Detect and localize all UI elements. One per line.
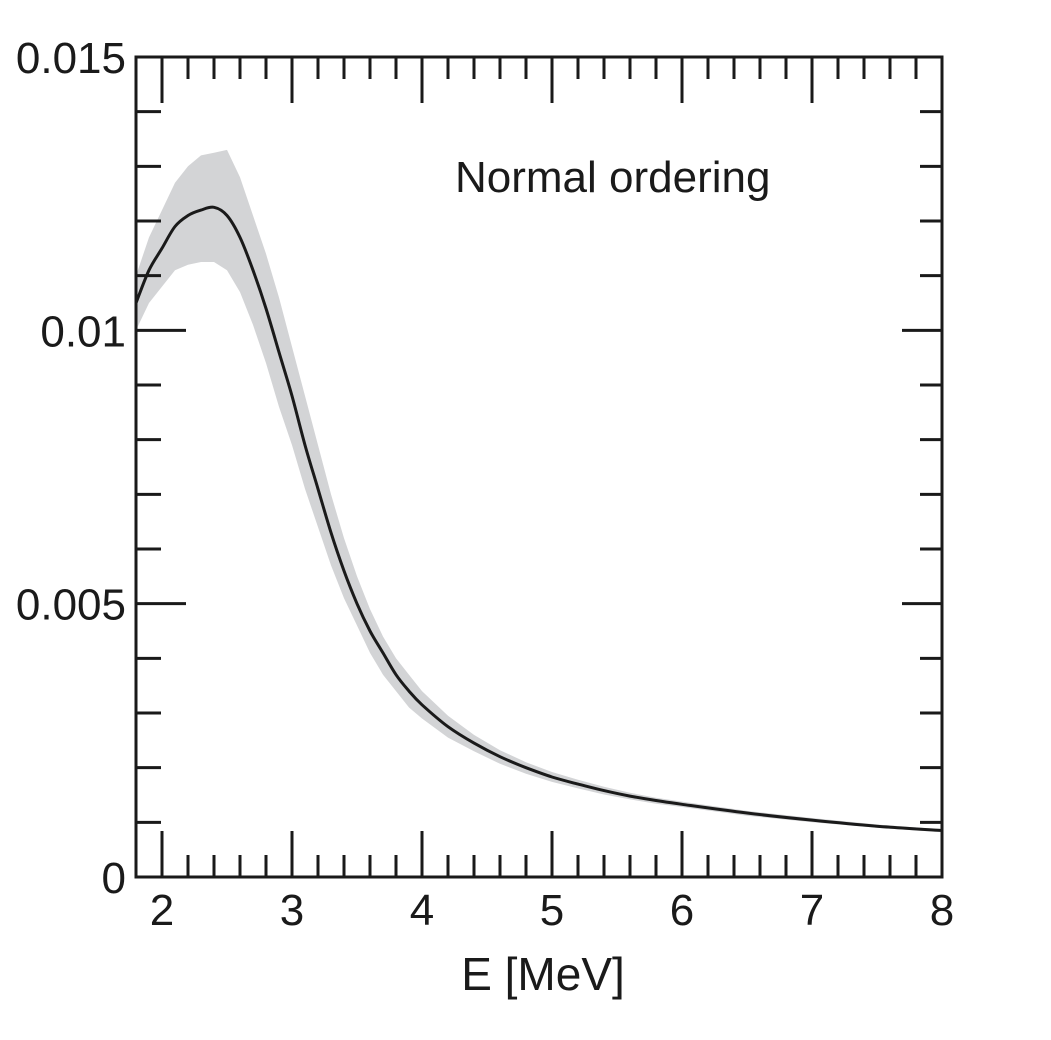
- x-axis-title: E [MeV]: [461, 948, 625, 1000]
- plot-frame: [134, 55, 944, 879]
- band-layer: [136, 149, 942, 833]
- label-layer: 2 3 4 5 6 7 8 0 0.005 0.01 0.015: [16, 34, 954, 935]
- line-layer: [134, 205, 943, 832]
- x-tick-label: 6: [670, 886, 694, 935]
- y-tick-label: 0.015: [16, 34, 126, 83]
- annotation-normal-ordering: Normal ordering: [455, 153, 770, 202]
- x-tick-label: 4: [410, 886, 434, 935]
- x-tick-label: 5: [540, 886, 564, 935]
- x-tick-label: 8: [930, 886, 954, 935]
- uncertainty-band: [136, 149, 942, 833]
- x-tick-label: 7: [800, 886, 824, 935]
- y-tick-label: 0.005: [16, 581, 126, 630]
- x-tick-label: 2: [150, 886, 174, 935]
- y-tick-label: 0.01: [40, 307, 126, 356]
- x-tick-label: 3: [280, 886, 304, 935]
- central-curve: [134, 205, 943, 832]
- y-tick-label: 0: [102, 854, 126, 903]
